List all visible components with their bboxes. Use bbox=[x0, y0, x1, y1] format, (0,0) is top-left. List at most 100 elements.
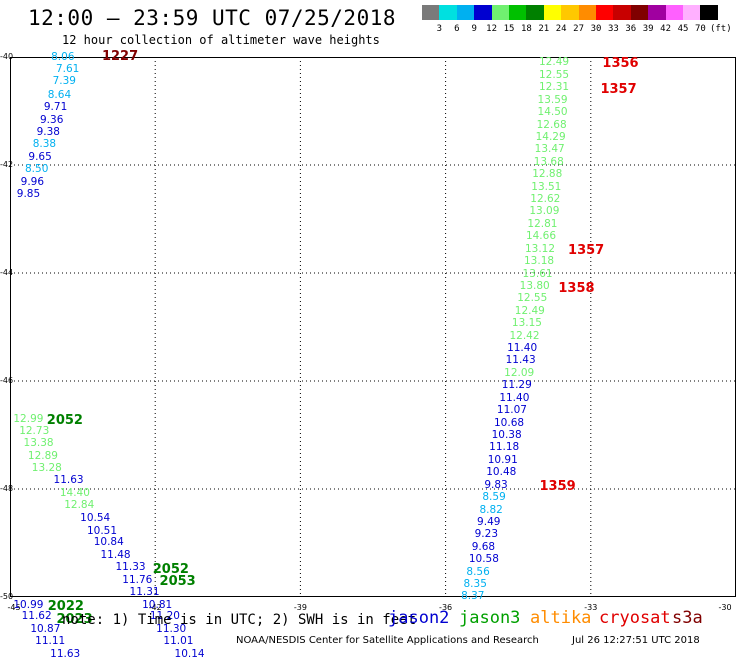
color-scale-label: 27 bbox=[573, 24, 585, 34]
wave-height-value: 9.36 bbox=[40, 113, 64, 126]
pass-time-label: 2052 bbox=[46, 413, 83, 429]
wave-height-value: 8.38 bbox=[32, 138, 57, 151]
wave-height-value: 13.15 bbox=[511, 317, 542, 330]
wave-height-value: 13.80 bbox=[519, 279, 550, 292]
wave-height-value: 8.64 bbox=[47, 88, 72, 101]
wave-height-value: 12.31 bbox=[539, 81, 570, 94]
pass-time-label: 2053 bbox=[159, 574, 196, 590]
wave-height-value: 12.89 bbox=[27, 449, 58, 462]
wave-height-value: 11.01 bbox=[163, 635, 194, 648]
color-scale-label: 15 bbox=[503, 24, 515, 34]
color-swatch bbox=[648, 5, 667, 20]
wave-height-value: 11.11 bbox=[35, 635, 66, 648]
wave-height-value: 10.48 bbox=[486, 466, 517, 479]
satellite-legend-altika: altika bbox=[530, 608, 592, 628]
color-scale-unit: (ft) bbox=[709, 24, 732, 34]
map-subtitle: 12 hour collection of altimeter wave hei… bbox=[62, 33, 380, 47]
wave-height-value: 8.82 bbox=[479, 503, 503, 516]
pass-time-label: 1356 bbox=[602, 56, 639, 72]
wave-height-value: 13.61 bbox=[522, 267, 553, 280]
wave-height-value: 12.84 bbox=[64, 499, 95, 512]
color-scale-label: 21 bbox=[538, 24, 550, 34]
generated-timestamp: Jul 26 12:27:51 UTC 2018 bbox=[572, 635, 700, 646]
wave-height-value: 8.06 bbox=[51, 51, 75, 63]
satellite-legend-jason3: jason3 bbox=[459, 608, 521, 628]
wave-height-value: 13.47 bbox=[534, 143, 565, 156]
wave-height-value: 11.20 bbox=[149, 610, 180, 623]
map-title: 12:00 – 23:59 UTC 07/25/2018 bbox=[28, 6, 397, 30]
wave-height-value: 12.49 bbox=[539, 56, 570, 69]
color-swatch bbox=[561, 5, 580, 20]
color-swatch bbox=[509, 5, 527, 20]
wave-height-value: 9.68 bbox=[471, 540, 496, 553]
wave-height-value: 14.50 bbox=[537, 106, 568, 119]
pass-time-label: 1358 bbox=[558, 280, 595, 296]
wave-height-value: 10.38 bbox=[491, 429, 522, 441]
pass-time-label: 2052 bbox=[152, 561, 189, 577]
longitude-label: -36 bbox=[439, 603, 453, 612]
color-swatch bbox=[439, 5, 458, 20]
wave-height-value: 11.07 bbox=[496, 404, 527, 417]
wave-height-value: 10.84 bbox=[93, 536, 124, 549]
color-scale-label: 45 bbox=[677, 24, 689, 34]
wave-height-value: 13.68 bbox=[533, 155, 564, 168]
color-scale-label: 70 bbox=[694, 24, 706, 34]
footer-note: note: 1) Time is in UTC; 2) SWH is in fe… bbox=[62, 612, 417, 628]
wave-height-value: 10.68 bbox=[494, 416, 525, 429]
color-scale-label: 18 bbox=[520, 24, 532, 34]
latitude-label: -42 bbox=[0, 160, 14, 169]
color-swatch bbox=[543, 5, 562, 20]
wave-height-value: 9.71 bbox=[43, 101, 68, 114]
wave-height-value: 9.23 bbox=[474, 528, 499, 541]
color-scale-label: 9 bbox=[471, 24, 477, 34]
color-scale-label: 12 bbox=[486, 24, 498, 34]
wave-height-value: 14.40 bbox=[59, 486, 90, 499]
longitude-label: -42 bbox=[148, 603, 162, 612]
color-swatch bbox=[456, 5, 475, 20]
pass-time-label: 1359 bbox=[539, 479, 576, 495]
wave-height-value: 12.99 bbox=[13, 412, 44, 425]
wave-height-value: 11.29 bbox=[501, 379, 532, 392]
pass-time-label: 1227 bbox=[101, 49, 139, 65]
pass-time-label: 1357 bbox=[600, 81, 637, 97]
color-scale-label: 30 bbox=[590, 24, 602, 34]
wave-height-color-scale: 3 6 9 12 15 18 21 24 27 30 33 36 39 42 45 70 (ft) bbox=[422, 5, 732, 35]
wave-height-value: 11.18 bbox=[489, 441, 520, 454]
wave-height-value: 9.65 bbox=[28, 150, 52, 163]
satellite-legend-cryosat: cryosat bbox=[599, 608, 671, 628]
color-swatch bbox=[526, 5, 545, 20]
color-swatch bbox=[578, 5, 597, 20]
satellite-legend-s3a: s3a bbox=[672, 608, 703, 628]
longitude-label: -45 bbox=[7, 603, 21, 612]
wave-height-value: 8.50 bbox=[25, 163, 49, 176]
wave-height-value: 11.76 bbox=[122, 573, 153, 586]
wave-height-value: 11.30 bbox=[156, 622, 187, 635]
latitude-label: -48 bbox=[0, 484, 14, 493]
wave-height-value: 10.99 bbox=[13, 598, 44, 611]
wave-height-value: 12.49 bbox=[514, 304, 545, 317]
wave-height-value: 10.14 bbox=[174, 647, 205, 660]
color-swatch bbox=[683, 5, 701, 20]
wave-height-value: 9.85 bbox=[16, 188, 41, 201]
wave-height-value: 12.81 bbox=[527, 217, 558, 230]
color-swatch bbox=[491, 5, 510, 20]
wave-height-value: 8.35 bbox=[463, 578, 487, 591]
wave-height-value: 12.62 bbox=[530, 193, 561, 206]
wave-height-value: 9.96 bbox=[20, 175, 45, 188]
wave-height-value: 8.59 bbox=[482, 491, 506, 504]
wave-height-value: 13.59 bbox=[537, 93, 568, 106]
longitude-label: -39 bbox=[293, 603, 307, 612]
wave-height-value: 11.40 bbox=[499, 391, 530, 404]
wave-height-value: 12.88 bbox=[532, 168, 563, 181]
latitude-label: -44 bbox=[0, 268, 14, 277]
wave-height-value: 14.66 bbox=[525, 230, 556, 243]
wave-height-value: 13.12 bbox=[524, 242, 556, 255]
map-frame bbox=[10, 57, 736, 597]
color-scale-label: 6 bbox=[454, 24, 460, 34]
pass-time-label: 1357 bbox=[568, 243, 605, 259]
wave-height-value: 12.68 bbox=[536, 118, 567, 131]
wave-height-value: 11.62 bbox=[21, 610, 52, 623]
wave-height-value: 11.33 bbox=[115, 561, 146, 574]
wave-height-value: 14.29 bbox=[535, 130, 566, 143]
